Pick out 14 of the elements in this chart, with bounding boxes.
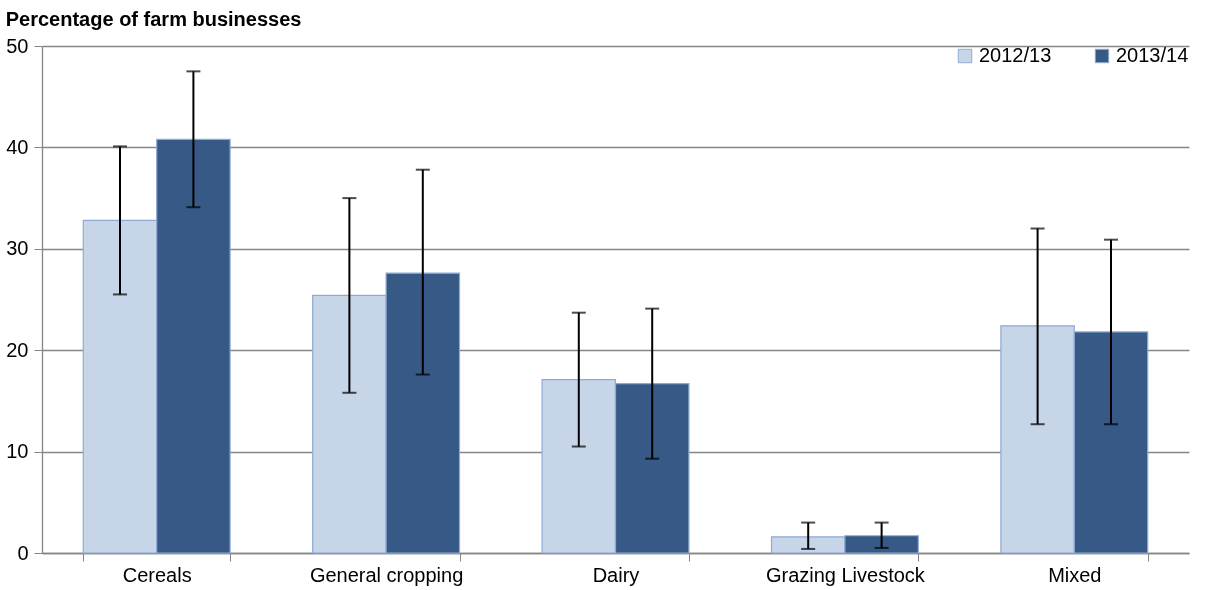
- y-tick-label: 10: [6, 440, 29, 463]
- y-tick-label: 50: [6, 34, 29, 57]
- x-tick-label: General cropping: [309, 563, 464, 586]
- x-tick-label: Grazing Livestock: [765, 563, 926, 586]
- chart-title: Percentage of farm businesses: [5, 8, 302, 30]
- legend-label: 2013/14: [1116, 44, 1189, 66]
- y-tick-label: 30: [6, 237, 29, 260]
- x-tick-label: Dairy: [592, 563, 640, 586]
- legend-label: 2012/13: [979, 44, 1052, 66]
- x-tick-label: Cereals: [122, 563, 192, 586]
- y-tick-label: 20: [6, 338, 29, 361]
- y-tick-label: 40: [6, 135, 29, 158]
- y-tick-label: 0: [17, 541, 29, 564]
- x-tick-label: Mixed: [1048, 563, 1102, 586]
